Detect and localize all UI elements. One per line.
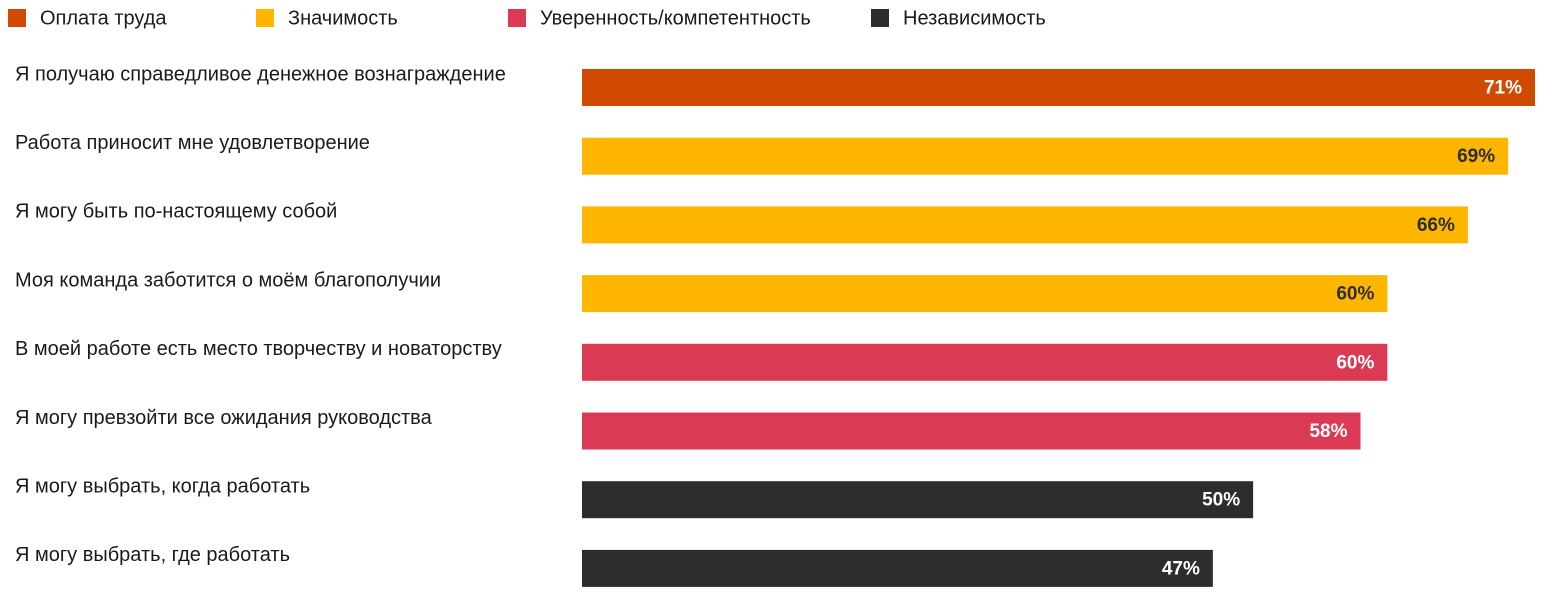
category-label: Я могу быть по-настоящему собой: [15, 201, 337, 223]
bar: [582, 412, 1361, 450]
legend-swatch: [256, 9, 274, 27]
bar: [582, 343, 1388, 381]
category-label: В моей работе есть место творчеству и но…: [15, 338, 502, 360]
value-label: 69%: [1457, 146, 1495, 167]
value-label: 71%: [1484, 78, 1522, 99]
legend-label: Независимость: [903, 7, 1046, 29]
value-label: 66%: [1417, 215, 1455, 236]
bar: [582, 69, 1535, 106]
value-label: 60%: [1336, 284, 1374, 305]
legend-label: Уверенность/компетентность: [540, 7, 811, 29]
value-label: 60%: [1336, 352, 1374, 373]
legend-label: Значимость: [288, 7, 398, 29]
legend-swatch: [508, 9, 526, 27]
bar: [582, 549, 1213, 587]
value-label: 50%: [1202, 490, 1240, 511]
bar: [582, 275, 1388, 313]
category-label: Я могу выбрать, где работать: [15, 544, 290, 566]
category-label: Работа приносит мне удовлетворение: [15, 132, 370, 154]
category-label: Я получаю справедливое денежное вознагра…: [15, 63, 506, 85]
value-label: 58%: [1309, 421, 1347, 442]
legend-label: Оплата труда: [40, 7, 167, 29]
legend-swatch: [871, 9, 889, 27]
category-label: Я могу превзойти все ожидания руководств…: [15, 407, 433, 429]
category-label: Я могу выбрать, когда работать: [15, 475, 310, 497]
category-label: Моя команда заботится о моём благополучи…: [15, 269, 441, 291]
bar: [582, 206, 1468, 244]
bar: [582, 137, 1509, 175]
value-label: 47%: [1162, 558, 1200, 579]
legend-swatch: [8, 9, 26, 27]
bar: [582, 481, 1254, 519]
